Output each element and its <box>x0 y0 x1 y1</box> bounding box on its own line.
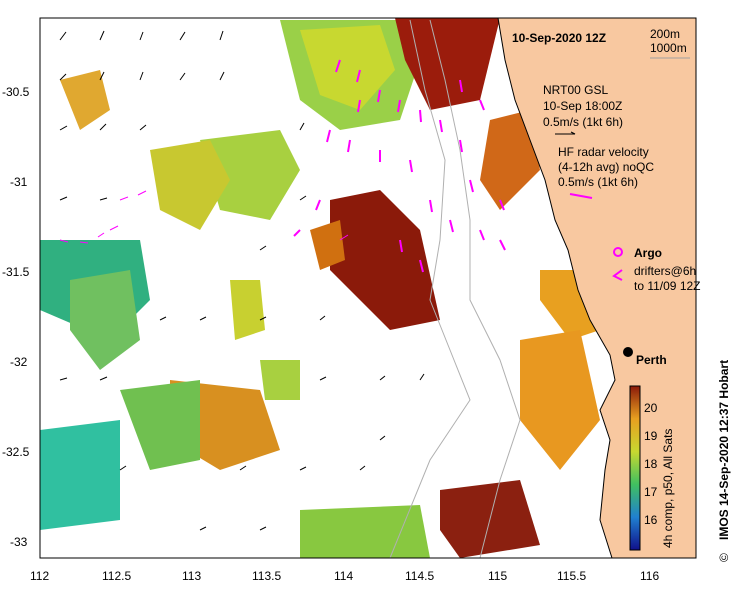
radar-scale-arrow <box>569 193 593 199</box>
model-scale-arrow <box>555 131 576 135</box>
x-tick-label: 115 <box>488 569 507 583</box>
copyright-symbol: © <box>717 553 731 562</box>
radar-sub: (4-12h avg) noQC <box>558 160 654 174</box>
x-tick-label: 114 <box>334 569 353 583</box>
y-axis: -30.5 -31 -31.5 -32 -32.5 -33 <box>2 85 30 549</box>
drifter-tracks <box>59 190 349 244</box>
radar-vectors <box>293 59 506 273</box>
isobaths <box>389 19 521 559</box>
credit-text: IMOS 14-Sep-2020 12:37 Hobart <box>717 360 731 540</box>
y-tick-label: -33 <box>10 535 28 549</box>
x-tick-label: 112.5 <box>102 569 131 583</box>
model-scale: 0.5m/s (1kt 6h) <box>543 115 623 129</box>
colorbar-tick-18: 18 <box>644 457 658 471</box>
x-tick-label: 113.5 <box>252 569 281 583</box>
perth-label: Perth <box>636 353 667 367</box>
model-name: NRT00 GSL <box>543 83 608 97</box>
plot-frame <box>39 17 697 559</box>
y-tick-label: -30.5 <box>2 85 30 99</box>
x-tick-label: 112 <box>30 569 49 583</box>
x-tick-label: 115.5 <box>557 569 586 583</box>
x-tick-label: 116 <box>640 569 659 583</box>
radar-title: HF radar velocity <box>558 145 649 159</box>
x-axis: 112 112.5 113 113.5 114 114.5 115 115.5 … <box>30 569 659 583</box>
drifter-symbol <box>612 269 623 281</box>
x-tick-label: 113 <box>182 569 201 583</box>
colorbar-tick-20: 20 <box>644 401 658 415</box>
map-title: 10-Sep-2020 12Z <box>512 31 606 45</box>
colorbar-caption: 4h comp, p50, All Sats <box>661 429 675 548</box>
model-vectors <box>59 30 425 531</box>
colorbar-tick-19: 19 <box>644 429 658 443</box>
argo-symbol <box>613 247 623 257</box>
isobath-label-1: 200m <box>650 27 680 41</box>
perth-marker <box>623 347 633 357</box>
drifters-label-2: to 11/09 12Z <box>634 279 701 293</box>
radar-scale: 0.5m/s (1kt 6h) <box>558 175 638 189</box>
drifters-label-1: drifters@6h <box>634 264 696 278</box>
colorbar-tick-17: 17 <box>644 485 658 499</box>
x-tick-label: 114.5 <box>405 569 434 583</box>
model-time: 10-Sep 18:00Z <box>543 99 622 113</box>
y-tick-label: -32 <box>10 355 28 369</box>
sst-patches <box>40 18 600 558</box>
colorbar-tick-16: 16 <box>644 513 658 527</box>
y-tick-label: -32.5 <box>2 445 30 459</box>
isobath-label-2: 1000m <box>650 41 687 55</box>
argo-label: Argo <box>634 246 662 260</box>
colorbar <box>629 385 641 551</box>
y-tick-label: -31.5 <box>2 265 30 279</box>
y-tick-label: -31 <box>10 175 28 189</box>
